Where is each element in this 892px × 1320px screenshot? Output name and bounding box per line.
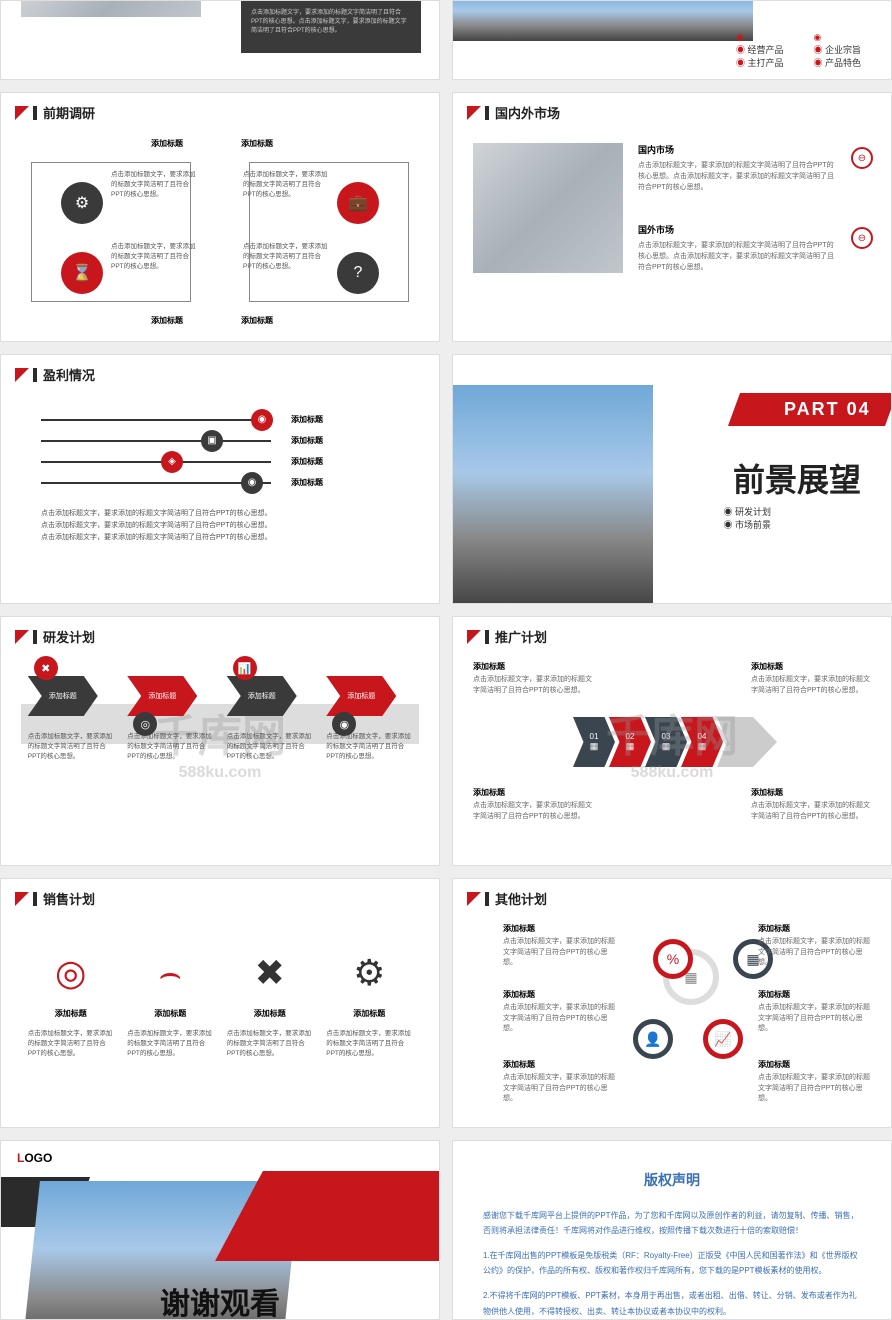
arrow-tip [717, 717, 777, 767]
logo: LOGO [17, 1151, 52, 1165]
slide-thanks: LOGO 谢谢观看 [0, 1140, 440, 1320]
arrow-chart: 01▦02▦03▦04▦ [573, 717, 771, 767]
title: 前期调研 [43, 103, 95, 122]
arrow-segment: 03▦ [645, 717, 687, 767]
title: 国内外市场 [495, 103, 560, 122]
intro-textbox: 添加标题 点击添加标题文字，要求添加的标题文字简洁明了且符合PPT的核心思想。点… [241, 0, 421, 53]
laptop-image [473, 143, 623, 273]
domestic-block: 国内市场点击添加标题文字，要求添加的标题文字简洁明了且符合PPT的核心思想。点击… [638, 143, 838, 194]
feature-icon: ⚙ [326, 948, 412, 998]
slider-row: ◉添加标题 [41, 477, 399, 488]
slider-row: ◈添加标题 [41, 456, 399, 467]
slider-row: ▣添加标题 [41, 435, 399, 446]
slide-promo-plan: 推广计划 添加标题点击添加标题文字，要求添加的标题文字简洁明了且符合PPT的核心… [452, 616, 892, 866]
circle-icon: 👤 [633, 1019, 673, 1059]
slider-row: ◉添加标题 [41, 414, 399, 425]
icon-column: ✖添加标题点击添加标题文字，要求添加的标题文字简洁明了且符合PPT的核心思想。 [227, 948, 313, 1058]
building-image [453, 385, 653, 604]
section-list: 研发计划市场前景 [723, 505, 771, 531]
slide-profit: 盈利情况 ◉添加标题 ▣添加标题 ◈添加标题 ◉添加标题 点击添加标题文字，要求添加的… [0, 354, 440, 604]
section-title: 前景展望 [733, 455, 861, 501]
slide-sales-plan: 销售计划 ◎添加标题点击添加标题文字，要求添加的标题文字简洁明了且符合PPT的核… [0, 878, 440, 1128]
icon-column: ◎添加标题点击添加标题文字，要求添加的标题文字简洁明了且符合PPT的核心思想。 [28, 948, 114, 1058]
slider-dot-icon: ◉ [251, 409, 273, 431]
icon-column: ⌢添加标题点击添加标题文字，要求添加的标题文字简洁明了且符合PPT的核心思想。 [127, 948, 213, 1058]
slide-research: 前期调研 添加标题 添加标题 ⚙ 点击添加标题文字，要求添加的标题文字简洁明了且… [0, 92, 440, 342]
briefcase-icon: 💼 [337, 182, 379, 224]
arrow-column: 添加标题📊点击添加标题文字，要求添加的标题文字简洁明了且符合PPT的核心思想。 [227, 666, 313, 761]
intro-building-image [453, 0, 753, 41]
slider-dot-icon: ◈ [161, 451, 183, 473]
icon-column: ⚙添加标题点击添加标题文字，要求添加的标题文字简洁明了且符合PPT的核心思想。 [326, 948, 412, 1058]
arrow-column: 添加标题◎点击添加标题文字，要求添加的标题文字简洁明了且符合PPT的核心思想。 [127, 666, 213, 761]
question-icon: ? [337, 252, 379, 294]
feature-icon: ✖ [227, 948, 313, 998]
slide-intro-left: 添加标题 点击添加标题文字，要求添加的标题文字简洁明了且符合PPT的核心思想。点… [0, 0, 440, 80]
title: 销售计划 [43, 889, 95, 908]
slider-dot-icon: ◉ [241, 472, 263, 494]
gear-icon: ⚙ [61, 182, 103, 224]
part-label: PART 04 [728, 393, 892, 426]
arrow-icon: 📊 [233, 656, 257, 680]
foreign-block: 国外市场点击添加标题文字，要求添加的标题文字简洁明了且符合PPT的核心思想。点击… [638, 223, 838, 274]
feature-icon: ◎ [28, 948, 114, 998]
footer-text: 点击添加标题文字，要求添加的标题文字简洁明了且符合PPT的核心思想。点击添加标题… [41, 508, 399, 544]
slide-copyright: 版权声明 感谢您下载千库网平台上提供的PPT作品，为了您和千库网以及原创作者的利… [452, 1140, 892, 1320]
hourglass-icon: ⌛ [61, 252, 103, 294]
slide-part04: PART 04 前景展望 研发计划市场前景 [452, 354, 892, 604]
arrow-column: 添加标题◉点击添加标题文字，要求添加的标题文字简洁明了且符合PPT的核心思想。 [326, 666, 412, 761]
intro-bullets: 经营产品主打产品 企业宗旨产品特色 [736, 32, 861, 69]
arrow-segment: 04▦ [681, 717, 723, 767]
slide-intro-right: 经营产品主打产品 企业宗旨产品特色 [452, 0, 892, 80]
slider-dot-icon: ▣ [201, 430, 223, 452]
title: 其他计划 [495, 889, 547, 908]
arrow-column: 添加标题✖点击添加标题文字，要求添加的标题文字简洁明了且符合PPT的核心思想。 [28, 666, 114, 761]
arrow-segment: 01▦ [573, 717, 615, 767]
title: 研发计划 [43, 627, 95, 646]
arrow-segment: 02▦ [609, 717, 651, 767]
circle-icon: 📈 [703, 1019, 743, 1059]
slide-rd-plan: 研发计划 添加标题✖点击添加标题文字，要求添加的标题文字简洁明了且符合PPT的核… [0, 616, 440, 866]
slide-markets: 国内外市场 国内市场点击添加标题文字，要求添加的标题文字简洁明了且符合PPT的核… [452, 92, 892, 342]
circle-icon: % [653, 939, 693, 979]
title: 推广计划 [495, 627, 547, 646]
title: 盈利情况 [43, 365, 95, 384]
feature-icon: ⌢ [127, 948, 213, 998]
intro-image [21, 0, 201, 17]
copyright-title: 版权声明 [483, 1167, 861, 1194]
slide-other-plan: 其他计划 ▦ %▦👤📈 添加标题点击添加标题文字，要求添加的标题文字简洁明了且符… [452, 878, 892, 1128]
arrow-icon: ✖ [34, 656, 58, 680]
minus-icon: ⊖ [851, 227, 873, 249]
minus-icon: ⊖ [851, 147, 873, 169]
